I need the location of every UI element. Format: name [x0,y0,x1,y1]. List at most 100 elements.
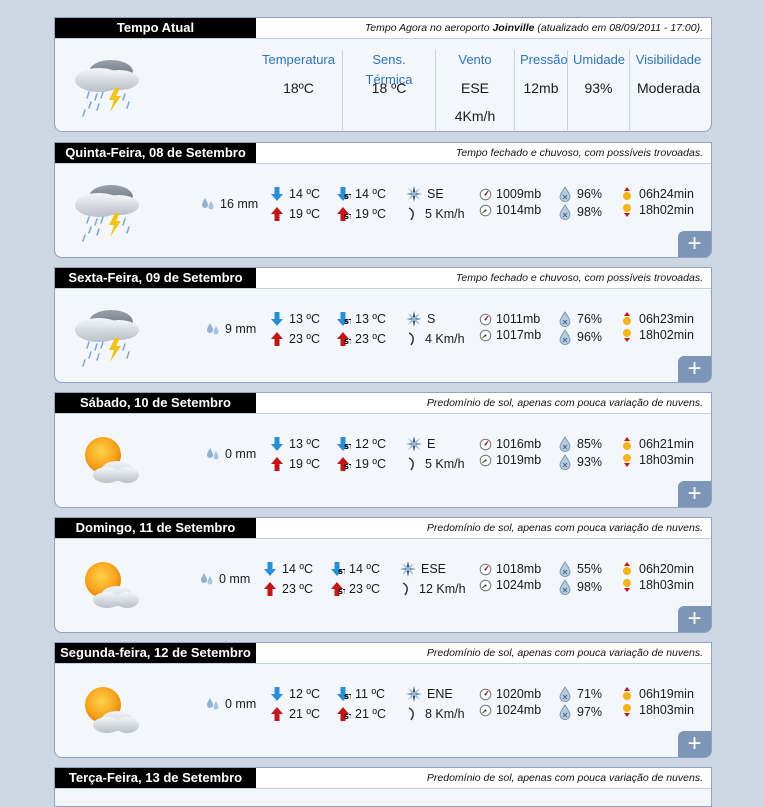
sunrise-icon [619,686,635,702]
wind-direction: S [427,312,436,326]
humidity-icon [557,436,573,452]
wind-info: E 5 Km/h [405,435,465,473]
wind-direction: ESE [421,562,447,576]
arrow-up-icon [262,581,278,597]
sensation-max: 23 ºC [349,582,380,596]
sunrise-icon [619,436,635,452]
sun-cloud-icon [69,429,149,493]
compass-icon [405,685,423,703]
forecast-day-description: Tempo fechado e chuvoso, com possíveis t… [455,147,703,159]
sunset-icon [619,577,635,593]
forecast-day-header: Segunda-feira, 12 de Setembro Predomínio… [55,643,711,664]
current-label: Umidade [573,52,626,67]
rain-thunder-cloud-icon [69,54,149,118]
forecast-day-title: Quinta-Feira, 08 de Setembro [55,143,256,163]
rain-amount: 0 mm [199,570,250,588]
wind-info: S 4 Km/h [405,310,465,348]
sensation-max: 19 ºC [355,207,386,221]
wind-info: ESE 12 Km/h [399,560,466,598]
forecast-day-description: Tempo fechado e chuvoso, com possíveis t… [455,272,703,284]
temperature-minmax: 14 ºC 23 ºC [262,560,313,598]
compass-icon [405,310,423,328]
sunrise-icon [619,561,635,577]
sensation-max: 19 ºC [355,457,386,471]
humidity-icon [557,329,573,345]
forecast-day-panel: Quinta-Feira, 08 de Setembro Tempo fecha… [54,142,712,258]
sun-times: 06h23min 18h02min [619,310,694,344]
sensation-up-icon [335,706,351,722]
pressure-gauge-icon [479,313,492,326]
wind-speed: 8 Km/h [425,707,465,721]
rain-drops-icon [205,696,221,712]
expand-button[interactable]: + [678,481,711,507]
sensation-max: 21 ºC [355,707,386,721]
current-desc-prefix: Tempo Agora no aeroporto [364,22,490,34]
current-label: Visibilidade [635,52,702,67]
humidity-minmax: 96% 98% [557,185,602,221]
expand-button[interactable]: + [678,356,711,382]
forecast-day-header: Sexta-Feira, 09 de Setembro Tempo fechad… [55,268,711,289]
sensation-minmax: 14 ºC 23 ºC [329,560,380,598]
temp-min: 13 ºC [289,437,320,451]
forecast-day-header: Terça-Feira, 13 de Setembro Predomínio d… [55,768,711,789]
forecast-day-panel: Segunda-feira, 12 de Setembro Predomínio… [54,642,712,758]
pressure-gauge-icon [479,688,492,701]
humidity-minmax: 71% 97% [557,685,602,721]
humidity-icon [557,704,573,720]
humidity-icon [557,454,573,470]
rain-value: 16 mm [220,197,259,211]
wind-speed: 12 Km/h [419,582,466,596]
sensation-up-icon [335,206,351,222]
expand-button[interactable]: + [678,606,711,632]
sensation-up-icon [329,581,345,597]
wind-flag-icon [405,331,421,347]
temp-min: 14 ºC [289,187,320,201]
forecast-day-title: Domingo, 11 de Setembro [55,518,256,538]
wind-direction: E [427,437,436,451]
sensation-minmax: 11 ºC 21 ºC [335,685,386,723]
arrow-down-icon [269,436,285,452]
rain-drops-icon [205,446,221,462]
sensation-min: 14 ºC [349,562,380,576]
sunset-icon [619,327,635,343]
humidity-min: 85% [577,437,603,451]
humidity-icon [557,311,573,327]
sunset-time: 18h02min [639,328,694,342]
rain-value: 9 mm [225,322,257,336]
current-conditions-panel: Tempo Atual Tempo Agora no aeroporto Joi… [54,17,712,132]
pressure-gauge-icon [479,188,492,201]
rain-drops-icon [199,571,215,587]
pressure-max: 1014mb [496,203,542,217]
humidity-max: 96% [577,330,603,344]
rain-amount: 0 mm [205,445,256,463]
sensation-up-icon [335,331,351,347]
sensation-min: 12 ºC [355,437,386,451]
sun-times: 06h21min 18h03min [619,435,694,469]
expand-button[interactable]: + [678,731,711,757]
sensation-minmax: 13 ºC 23 ºC [335,310,386,348]
forecast-day-title: Sábado, 10 de Setembro [55,393,256,413]
pressure-minmax: 1018mb 1024mb [479,560,541,594]
forecast-day-panel: Terça-Feira, 13 de Setembro Predomínio d… [54,767,712,807]
rain-value: 0 mm [225,447,257,461]
sunset-icon [619,202,635,218]
wind-speed: 5 Km/h [425,457,465,471]
arrow-up-icon [269,206,285,222]
humidity-icon [557,186,573,202]
sensation-down-icon [335,311,351,327]
current-label: Pressão [520,52,568,67]
sensation-down-icon [329,561,345,577]
temp-min: 12 ºC [289,687,320,701]
sensation-down-icon [335,186,351,202]
forecast-day-title: Terça-Feira, 13 de Setembro [55,768,256,788]
pressure-gauge-icon [479,454,492,467]
temp-max: 21 ºC [289,707,320,721]
expand-button[interactable]: + [678,231,711,257]
humidity-min: 76% [577,312,603,326]
forecast-day-description: Predomínio de sol, apenas com pouca vari… [426,522,703,534]
sensation-minmax: 12 ºC 19 ºC [335,435,386,473]
pressure-max: 1024mb [496,703,542,717]
sun-times: 06h24min 18h02min [619,185,694,219]
rain-thunder-cloud-icon [69,304,149,368]
wind-flag-icon [405,706,421,722]
